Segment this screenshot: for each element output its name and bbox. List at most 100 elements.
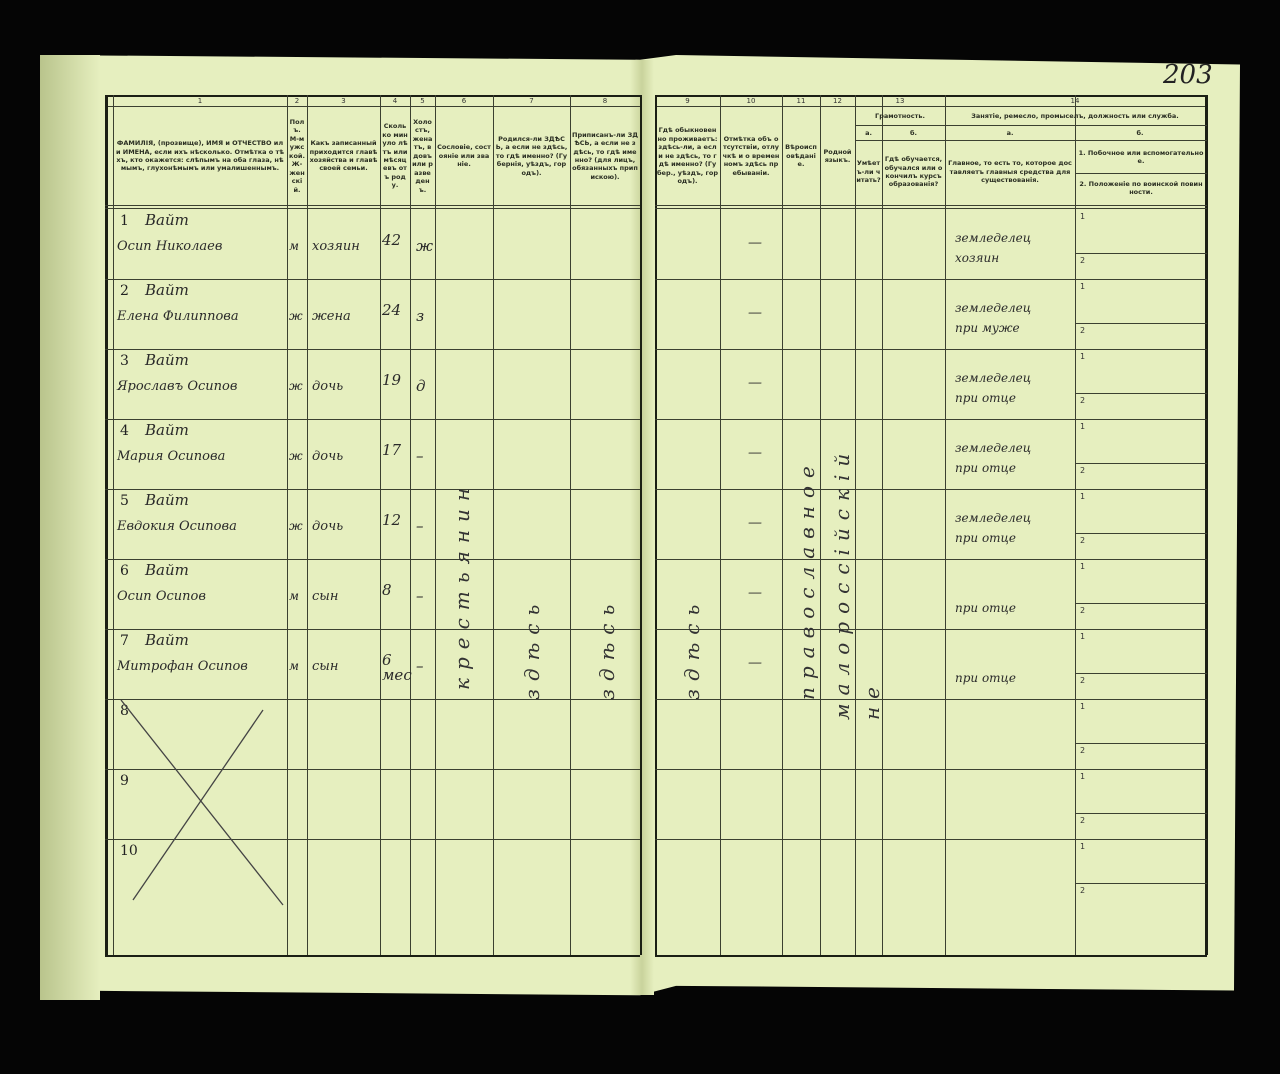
header-c14b2: 2. Положеніе по воинской повинности. <box>1079 179 1203 196</box>
sub-label: 1 <box>1080 282 1086 291</box>
marital-status: – <box>416 657 424 675</box>
sub-row-rule <box>1075 743 1207 744</box>
header-c5: Холостъ, женатъ, вдовъ или разведенъ. <box>412 118 433 194</box>
column-line <box>855 95 856 955</box>
header-c3: Какъ записанный приходится главѣ хозяйст… <box>309 139 378 173</box>
column-number: 8 <box>602 97 608 105</box>
sub-row-rule <box>1075 673 1207 674</box>
row-number: 8 <box>120 703 129 719</box>
sub-label: 1 <box>1080 212 1086 221</box>
row-rule <box>105 559 640 560</box>
column-number-rule <box>105 106 640 107</box>
relation: сын <box>312 659 339 674</box>
column-number-rule <box>655 106 1207 107</box>
row-rule <box>655 629 1207 630</box>
row-rule <box>105 349 640 350</box>
main-occupation: земледелец <box>955 231 1032 245</box>
vertical-entry-born: здѣсь <box>520 596 544 700</box>
column-number: 3 <box>341 97 346 105</box>
sub-label: 1 <box>1080 422 1086 431</box>
given-name: Елена Филиппова <box>117 309 239 324</box>
sub-label: 1 <box>1080 842 1086 851</box>
row-number: 6 <box>120 563 129 579</box>
marital-status: – <box>416 517 424 535</box>
column-number: 2 <box>294 97 300 105</box>
age: 6 мес <box>382 651 412 684</box>
surname: Вайт <box>145 211 189 229</box>
sub-row-rule <box>1075 253 1207 254</box>
header-rule <box>655 208 1207 209</box>
occupation-detail: при муже <box>955 321 1020 335</box>
sex: ж <box>289 449 303 463</box>
column-line <box>1075 95 1076 955</box>
row-rule <box>105 769 640 770</box>
column-line <box>782 95 783 955</box>
given-name: Митрофан Осипов <box>117 659 248 674</box>
sub-label: 2 <box>1080 256 1086 265</box>
column-number: 10 <box>746 97 756 105</box>
absence-mark: — <box>748 655 762 671</box>
column-line <box>113 95 114 955</box>
header-occ-b: б. <box>1136 128 1144 137</box>
surname: Вайт <box>145 421 189 439</box>
vertical-entry-registered: здѣсь <box>595 596 619 700</box>
relation: дочь <box>312 449 344 464</box>
relation: дочь <box>312 519 344 534</box>
row-rule <box>655 769 1207 770</box>
sex: ж <box>289 379 303 393</box>
page-number: 203 <box>1163 60 1213 90</box>
sub-row-rule <box>1075 393 1207 394</box>
given-name: Ярославъ Осипов <box>117 379 238 394</box>
surname: Вайт <box>145 281 189 299</box>
sub-label: 2 <box>1080 886 1086 895</box>
occupation-detail: хозяин <box>955 251 1000 265</box>
sub-label: 1 <box>1080 632 1086 641</box>
sub-label: 1 <box>1080 562 1086 571</box>
row-number: 10 <box>120 843 138 859</box>
header-c9: Гдѣ обыкновенно проживаетъ: здѣсь-ли, а … <box>657 126 718 186</box>
main-occupation: земледелец <box>955 511 1032 525</box>
surname: Вайт <box>145 561 189 579</box>
column-number: 9 <box>685 97 690 105</box>
row-rule <box>105 279 640 280</box>
marital-status: д <box>416 377 426 395</box>
cross-out-mark <box>120 699 284 906</box>
absence-mark: — <box>748 375 762 391</box>
relation: сын <box>312 589 339 604</box>
column-line <box>820 95 821 955</box>
row-number: 2 <box>120 283 129 299</box>
row-rule <box>105 629 640 630</box>
header-literacy-b: б. <box>909 128 917 137</box>
row-number: 1 <box>120 213 129 229</box>
header-c7: Родился-ли ЗДѢСЬ, а если не здѣсь, то гд… <box>495 134 568 177</box>
header-occupation: Занятіе, ремесло, промыселъ, должность и… <box>971 111 1179 120</box>
header-rule <box>1075 173 1207 174</box>
sub-label: 2 <box>1080 326 1086 335</box>
column-number: 6 <box>461 97 467 105</box>
main-occupation: земледелец <box>955 301 1032 315</box>
sub-label: 2 <box>1080 466 1086 475</box>
column-line <box>380 95 381 955</box>
paper-edge <box>40 55 100 1000</box>
surname: Вайт <box>145 631 189 649</box>
row-rule <box>655 839 1207 840</box>
occupation-detail: при отце <box>955 671 1017 685</box>
vertical-entry-religion: православное <box>795 458 819 700</box>
header-c4: Сколько минуло лѣтъ или мѣсяцевъ отъ род… <box>382 122 408 190</box>
surname: Вайт <box>145 351 189 369</box>
absence-mark: — <box>748 515 762 531</box>
header-c14b1: 1. Побочное или вспомогательное. <box>1078 148 1204 165</box>
row-rule <box>105 699 640 700</box>
row-number: 9 <box>120 773 129 789</box>
given-name: Евдокия Осипова <box>117 519 237 534</box>
sub-label: 2 <box>1080 606 1086 615</box>
column-line <box>570 95 571 955</box>
given-name: Мария Осипова <box>117 449 226 464</box>
absence-mark: — <box>748 445 762 461</box>
row-rule <box>655 419 1207 420</box>
header-rule <box>945 140 1207 141</box>
header-c10: Отмѣтка объ отсутствіи, отлучкѣ и о врем… <box>722 134 780 177</box>
age: 17 <box>382 441 402 459</box>
column-line <box>410 95 411 955</box>
column-line <box>287 95 288 955</box>
